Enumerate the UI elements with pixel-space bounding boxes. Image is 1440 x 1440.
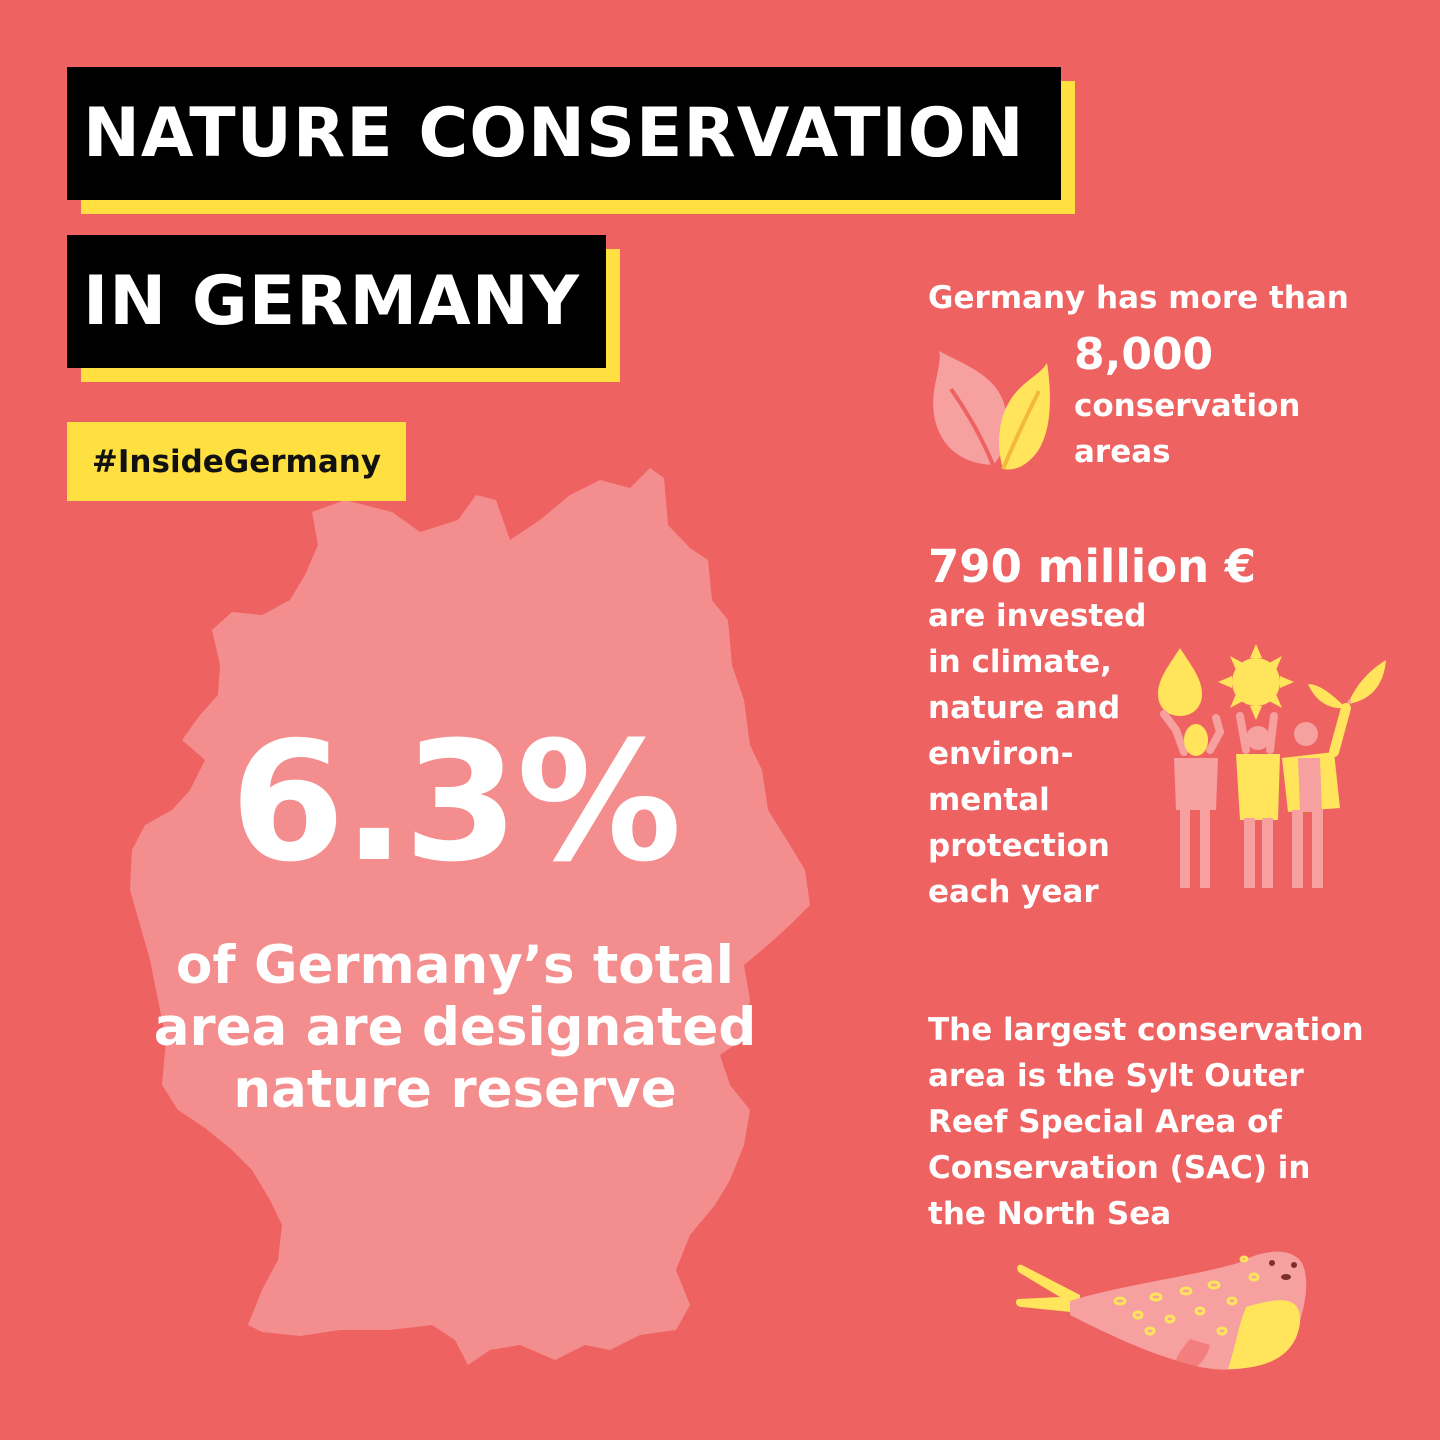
investment-line: mental	[928, 782, 1050, 818]
caption-line: of Germany’s total	[176, 935, 734, 996]
main-stat-caption: of Germany’s total area are designated n…	[110, 935, 800, 1121]
investment-line: nature and	[928, 690, 1121, 726]
investment-line: in climate,	[928, 644, 1112, 680]
main-stat-value: 6.3%	[230, 706, 682, 898]
largest-area-line: area is the Sylt Outer	[928, 1058, 1304, 1094]
areas-intro: Germany has more than	[928, 280, 1349, 316]
investment-line: each year	[928, 874, 1099, 910]
leaves-icon	[933, 351, 1050, 470]
people-holding-symbols-illustration	[1158, 644, 1386, 888]
investment-amount: 790 million €	[928, 540, 1257, 593]
investment-line: protection	[928, 828, 1110, 864]
largest-area-line: Reef Special Area of	[928, 1104, 1282, 1140]
areas-label-line: areas	[1074, 434, 1171, 470]
investment-line: environ-	[928, 736, 1074, 772]
areas-label-line: conservation	[1074, 388, 1301, 424]
largest-area-line: the North Sea	[928, 1196, 1172, 1232]
largest-area-line: Conservation (SAC) in	[928, 1150, 1311, 1186]
caption-line: area are designated	[153, 997, 757, 1058]
largest-area-line: The largest conservation	[928, 1012, 1364, 1048]
caption-line: nature reserve	[233, 1059, 677, 1120]
page-title-line2: IN GERMANY	[67, 235, 606, 368]
investment-line: are invested	[928, 598, 1147, 634]
hashtag-badge: #InsideGermany	[67, 422, 406, 501]
seal-illustration	[1015, 1251, 1307, 1372]
areas-number: 8,000	[1074, 329, 1214, 380]
page-title-line1: NATURE CONSERVATION	[67, 67, 1061, 200]
